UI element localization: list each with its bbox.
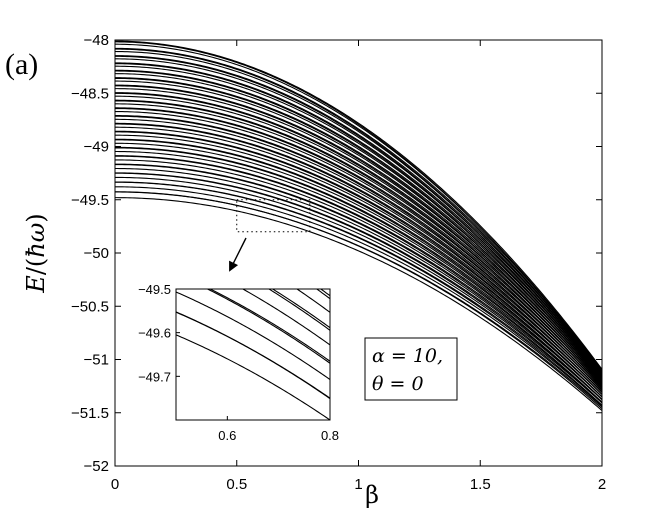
main-ticks: 0 0.5 1 1.5 2 −52 −51.5 −51 −50.5 −50 −49.5 −49 −48.… (71, 32, 606, 493)
inset-frame (175, 288, 331, 421)
energy-curve-39 (115, 92, 602, 383)
x-tick-label: 2 (598, 476, 606, 493)
zoom-region-box (236, 199, 311, 233)
y-tick-label: −48.5 (71, 85, 109, 102)
energy-curve-57 (115, 48, 602, 374)
energy-curve-54 (115, 55, 602, 375)
y-tick-label: −52 (84, 458, 109, 475)
energy-curve-21 (115, 139, 602, 393)
energy-curve-50 (115, 62, 602, 374)
energy-curve-44 (115, 77, 602, 377)
inset-x-tick-label: 0.6 (218, 428, 236, 443)
inset-curve-35 (176, 0, 330, 65)
energy-curve-51 (115, 63, 602, 377)
energy-curve-42 (115, 85, 602, 381)
panel-label: (a) (5, 48, 38, 81)
inset-curve-42 (176, 0, 330, 15)
x-tick-label: 1 (354, 476, 362, 493)
inset-curve-40 (176, 0, 330, 24)
inset-curve-7 (241, 289, 330, 346)
x-tick-label: 1.5 (470, 476, 491, 493)
energy-curve-48 (115, 70, 602, 378)
energy-curve-26 (115, 122, 602, 387)
inset-curve-8 (271, 289, 330, 329)
inset-curve-41 (176, 0, 330, 11)
energy-curve-56 (115, 47, 602, 371)
inset-curve-5 (208, 289, 330, 362)
energy-curve-18 (115, 147, 602, 396)
energy-curve-41 (115, 84, 602, 378)
y-tick-label: −48 (84, 32, 109, 49)
energy-curve-60 (115, 41, 602, 373)
inset-curves (176, 0, 330, 420)
inset-curve-3 (176, 311, 330, 400)
energy-curve-35 (115, 99, 602, 382)
inset-curve-37 (176, 0, 330, 51)
energy-curve-23 (115, 130, 602, 389)
energy-curve-32 (115, 107, 602, 383)
energy-curve-16 (115, 150, 602, 395)
energy-curve-38 (115, 92, 602, 380)
energy-curve-59 (115, 40, 602, 370)
inset-y-tick-label: −49.6 (138, 326, 171, 341)
energy-curve-29 (115, 115, 602, 385)
energy-curve-20 (115, 138, 602, 391)
energy-curve-12 (115, 164, 602, 400)
inset-curve-6 (206, 289, 330, 364)
energy-curve-9 (115, 172, 602, 403)
inset-curve-12 (315, 289, 330, 300)
energy-curve-10 (115, 167, 602, 400)
inset-curve-9 (267, 289, 330, 331)
inset-curve-1 (176, 334, 330, 420)
energy-curve-17 (115, 146, 602, 393)
inset-curve-32 (176, 0, 330, 92)
y-tick-label: −49.5 (71, 192, 109, 209)
inset-y-tick-label: −49.7 (138, 369, 171, 384)
x-tick-label: 0.5 (226, 476, 247, 493)
y-tick-label: −49 (84, 139, 109, 156)
x-tick-label: 0 (111, 476, 119, 493)
energy-curve-3 (115, 191, 602, 410)
energy-curve-6 (115, 181, 602, 406)
parameter-box (364, 337, 458, 401)
y-tick-label: −50 (84, 245, 109, 262)
energy-curve-47 (115, 69, 602, 375)
inset-curve-38 (176, 0, 330, 38)
alpha-annotation: α = 10, (372, 345, 443, 367)
zoom-arrow-icon (229, 237, 247, 272)
inset-y-tick-label: −49.5 (138, 282, 171, 297)
inset-background (176, 289, 330, 420)
inset-x-tick-label: 0.8 (321, 428, 339, 443)
y-tick-label: −50.5 (71, 298, 109, 315)
energy-curve-1 (115, 197, 602, 412)
energy-curve-36 (115, 100, 602, 384)
energy-curve-45 (115, 77, 602, 380)
energy-curve-4 (115, 186, 602, 407)
energy-curve-13 (115, 159, 602, 398)
inset-curve-4 (176, 291, 330, 380)
theta-annotation: θ = 0 (372, 373, 424, 395)
energy-curve-30 (115, 115, 602, 388)
y-tick-label: −51.5 (71, 405, 109, 422)
x-axis-label: β (365, 481, 379, 509)
y-axis-label: E/(ħω) (22, 213, 50, 293)
energy-curve-53 (115, 55, 602, 373)
energy-curve-7 (115, 176, 602, 403)
inset-curve-10 (296, 289, 330, 313)
inset-curve-39 (176, 0, 330, 42)
inset-curve-34 (176, 0, 330, 78)
y-tick-label: −51 (84, 352, 109, 369)
energy-curve-27 (115, 123, 602, 389)
inset-ticks: 0.6 0.8 −49.7 −49.6 −49.5 (138, 282, 339, 443)
energy-curve-15 (115, 155, 602, 398)
energy-curve-33 (115, 107, 602, 386)
main-curves (115, 40, 602, 412)
energy-curve-24 (115, 131, 602, 391)
